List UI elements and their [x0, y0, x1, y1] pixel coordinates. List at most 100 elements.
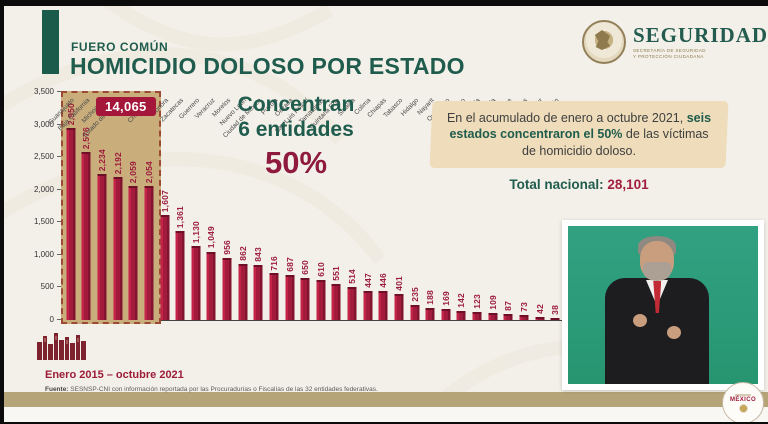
- source-label: Fuente:: [45, 386, 69, 393]
- bar-value-label: 109: [487, 295, 498, 310]
- chroma-background: [568, 226, 758, 384]
- y-axis: 0 500 1,000 1,500 2,000 2,500 3,000 3,500: [0, 87, 61, 324]
- bar-value-label: 610: [315, 262, 326, 278]
- bar-slot: 123Coahuila: [459, 92, 485, 320]
- y-tick-label: 2,000: [33, 184, 54, 194]
- bar-slot: 38Yucatán: [539, 92, 563, 320]
- bar-value-label: 514: [347, 268, 358, 284]
- bar-value-label: 235: [409, 286, 420, 302]
- bar-slot: 169Querétaro: [425, 92, 454, 320]
- bar-slot: 87Campeche: [486, 92, 517, 320]
- bar: [81, 152, 91, 320]
- eagle-seal-icon: [582, 20, 626, 64]
- bar-value-label: 142: [456, 292, 467, 308]
- bar-value-label: 1,049: [206, 226, 217, 249]
- bar: [519, 315, 529, 320]
- bar: [113, 177, 123, 320]
- seguridad-logo: SEGURIDAD SECRETARÍA DE SEGURIDAD Y PROT…: [582, 20, 768, 64]
- bar-slot: 687 Oaxaca: [274, 92, 298, 320]
- bar-slot: 843 Ciudad de México: [222, 92, 267, 320]
- sign-language-interpreter-video: [562, 220, 764, 390]
- frame-edge-top: [0, 0, 768, 6]
- bar-slot: 73Aguascalientes: [493, 92, 532, 320]
- bar-slot: 610 Tamaulipas: [298, 92, 329, 320]
- bar-value-label: 1,361: [175, 206, 186, 229]
- bar: [488, 312, 498, 320]
- top6-sum-badge: 14,065: [96, 97, 156, 116]
- bar: [456, 310, 466, 320]
- bar-slot: 650 San Luis Potosí: [274, 92, 313, 320]
- bar: [269, 273, 279, 320]
- frame-edge-bottom: [0, 422, 768, 424]
- logo-sub-line2: Y PROTECCIÓN CIUDADANA: [633, 53, 704, 59]
- bar-slot: 2,234 Michoacán: [80, 92, 110, 320]
- bar-slot: 716 Puebla: [260, 92, 282, 320]
- bar-value-label: 687: [284, 257, 295, 273]
- total-label: Total nacional:: [509, 177, 604, 192]
- source-note: Fuente: SESNSP-CNI con información repor…: [45, 386, 378, 393]
- bar-slot: 447 Colima: [354, 92, 376, 320]
- bar-slot: 514 Sinaloa: [337, 92, 360, 320]
- page-title: HOMICIDIO DOLOSO POR ESTADO: [70, 53, 465, 79]
- y-tick-mark: [57, 188, 61, 190]
- concentran-callout: Concentran 6 entidades 50%: [193, 92, 399, 181]
- bar-slot: 401 Tabasco: [382, 92, 407, 320]
- y-tick-label: 2,500: [33, 152, 54, 162]
- bar-value-label: 188: [425, 289, 436, 305]
- bar-slot: 1,607 Sonora: [150, 92, 173, 320]
- bar: [410, 304, 420, 320]
- interpreter-beard: [643, 262, 672, 281]
- bar-slot: 42Baja California Sur: [502, 92, 548, 320]
- bar: [97, 174, 107, 320]
- y-tick-label: 1,000: [33, 249, 54, 259]
- infobox-text-bold: seis estados concentraron el 50%: [449, 111, 712, 142]
- y-tick-label: 3,000: [33, 119, 54, 129]
- source-text: SESNSP-CNI con información reportada por…: [68, 386, 378, 393]
- mexico-badge-seal-icon: [738, 403, 748, 413]
- bar: [66, 127, 76, 320]
- concentran-percent: 50%: [264, 145, 328, 181]
- concentran-line1: Concentran: [237, 93, 355, 116]
- period-label: Enero 2015 – octubre 2021: [45, 369, 184, 381]
- total-value: 28,101: [607, 177, 649, 192]
- bar: [550, 317, 560, 320]
- bar: [363, 290, 373, 320]
- frame-edge-left: [0, 0, 4, 424]
- city-skyline-icon: [37, 333, 86, 360]
- bar: [316, 280, 326, 320]
- bar: [144, 186, 154, 320]
- mexico-badge-rule: [735, 393, 751, 396]
- mexico-badge: MÉXICO: [722, 382, 764, 424]
- bar-slot: 1,049 Veracruz: [194, 92, 220, 320]
- y-tick-label: 500: [40, 282, 54, 292]
- logo-brand: SEGURIDAD: [633, 22, 768, 47]
- bar-slot: 1,130 Guerrero: [178, 92, 204, 320]
- interpreter-tie: [653, 281, 662, 313]
- bar: [331, 284, 341, 320]
- bar-slot: 188 Nayarit: [416, 92, 438, 320]
- bar: [128, 185, 138, 320]
- bar-slot: 142Durango: [444, 92, 470, 320]
- bar-value-label: 2,059: [128, 160, 139, 183]
- footer-whitespace: [0, 407, 768, 424]
- infobox-text-pre: En el acumulado de enero a octubre 2021,: [446, 111, 687, 125]
- bar: [378, 290, 388, 320]
- bar-value-label: 87: [503, 301, 514, 312]
- bar-value-label: 716: [268, 255, 279, 271]
- bar: [535, 317, 545, 320]
- bar-value-label: 862: [237, 246, 248, 261]
- bar-slot: 2,950 Guanajuato: [47, 92, 79, 320]
- bar-value-label: 843: [253, 247, 264, 263]
- bar: [238, 263, 248, 320]
- infobox-text-post: de las víctimas de homicidio doloso.: [522, 127, 709, 158]
- bar-value-label: 38: [550, 304, 561, 315]
- bar-slot: 1,361 Zacatecas: [159, 92, 188, 320]
- y-tick-mark: [57, 253, 61, 255]
- y-tick-mark: [57, 286, 61, 288]
- bar-slot: 956 Morelos: [211, 92, 235, 320]
- total-nacional: Total nacional: 28,101: [431, 177, 727, 192]
- gold-footer-band: [0, 392, 768, 407]
- bar: [347, 286, 357, 320]
- bar: [425, 307, 435, 320]
- y-tick-mark: [57, 123, 61, 125]
